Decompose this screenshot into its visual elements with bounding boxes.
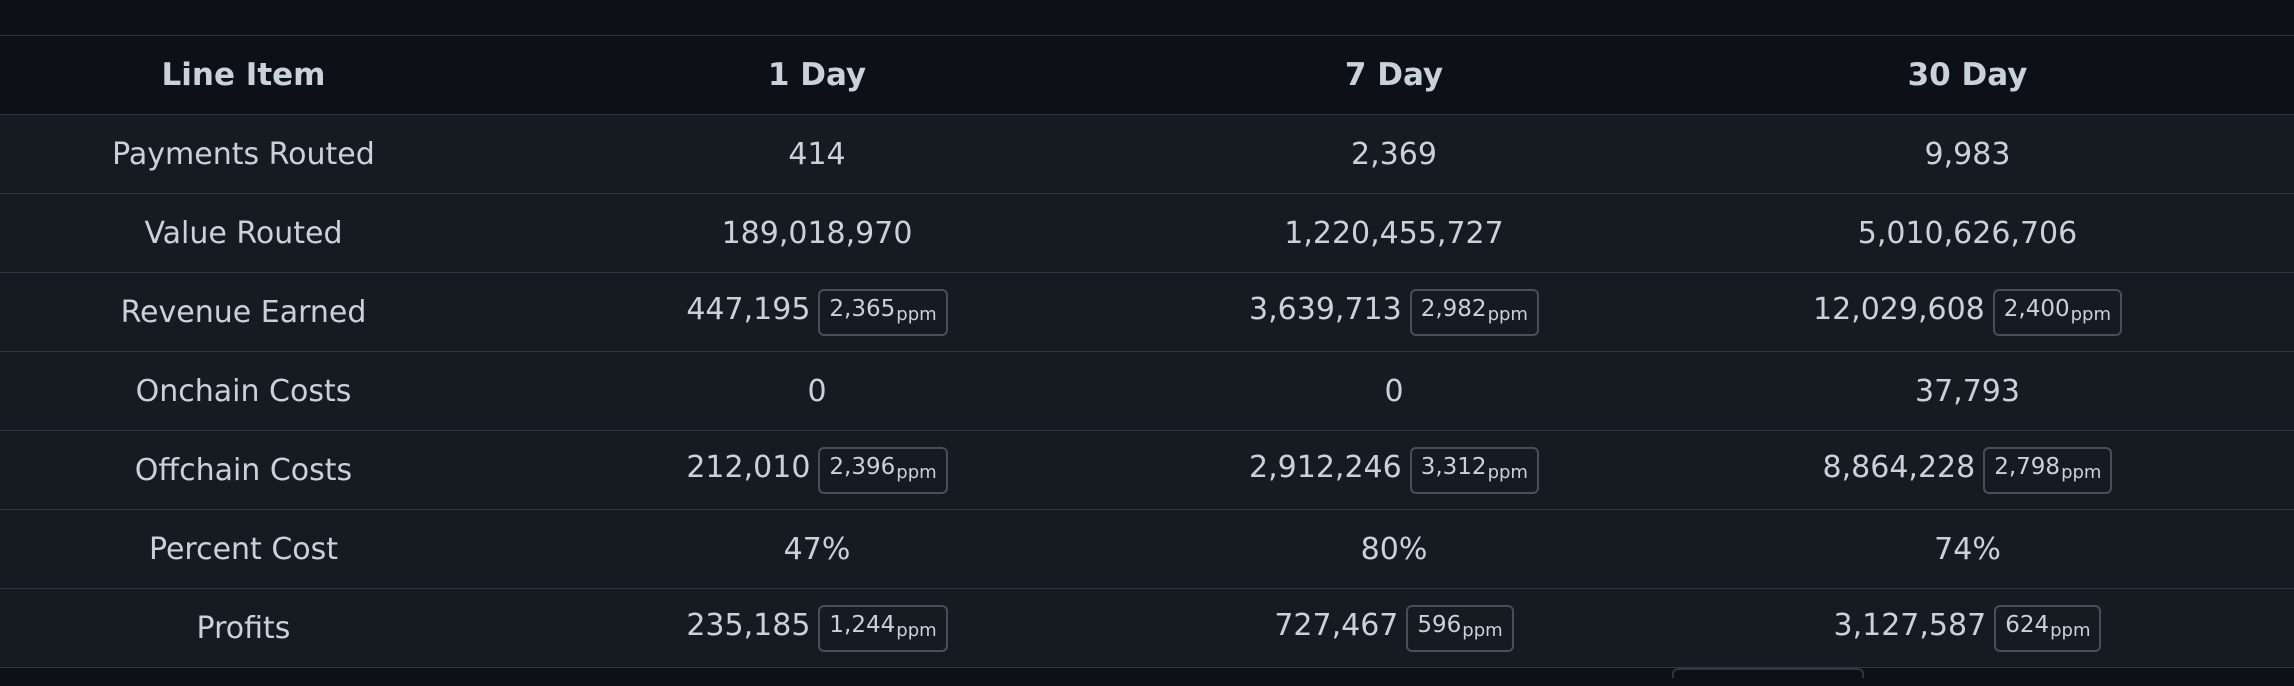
partial-element-edge bbox=[1672, 668, 1864, 678]
cell-value: 235,185 bbox=[686, 607, 811, 643]
ppm-unit: ppm bbox=[2070, 303, 2112, 325]
cell-1-day: 235,185 1,244ppm bbox=[487, 588, 1147, 668]
line-item-label: Percent Cost bbox=[0, 509, 487, 589]
cell-value: 414 bbox=[788, 136, 846, 172]
ppm-unit: ppm bbox=[1462, 619, 1503, 641]
bottom-strip bbox=[0, 668, 2294, 686]
cell-value: 3,639,713 bbox=[1249, 291, 1402, 327]
cell-30-day: 9,983 bbox=[1641, 114, 2294, 194]
top-strip bbox=[0, 0, 2294, 36]
cell-value: 1,220,455,727 bbox=[1284, 215, 1504, 251]
cell-value: 47% bbox=[783, 531, 851, 567]
ppm-value: 1,244 bbox=[829, 611, 896, 638]
cell-30-day: 3,127,587 624ppm bbox=[1641, 588, 2294, 668]
ppm-badge: 2,365ppm bbox=[818, 288, 948, 336]
table-header: Line Item 1 Day 7 Day 30 Day bbox=[0, 36, 2294, 115]
cell-30-day: 8,864,228 2,798ppm bbox=[1641, 430, 2294, 510]
line-item-label: Value Routed bbox=[0, 193, 487, 273]
cell-1-day: 189,018,970 bbox=[487, 193, 1147, 273]
cell-value: 0 bbox=[807, 373, 827, 409]
cell-value: 212,010 bbox=[686, 449, 811, 485]
ppm-badge: 624ppm bbox=[1994, 604, 2102, 652]
header-7-day: 7 Day bbox=[1147, 36, 1641, 115]
cell-value: 8,864,228 bbox=[1822, 449, 1976, 485]
ppm-unit: ppm bbox=[896, 461, 937, 483]
header-line-item: Line Item bbox=[0, 36, 487, 115]
ppm-badge: 1,244ppm bbox=[818, 604, 948, 652]
cell-value: 2,912,246 bbox=[1249, 449, 1402, 485]
cell-value: 2,369 bbox=[1351, 136, 1437, 172]
ppm-value: 2,982 bbox=[1420, 295, 1487, 322]
ppm-value: 596 bbox=[1417, 611, 1462, 638]
cell-1-day: 47% bbox=[487, 509, 1147, 589]
ppm-badge: 2,400ppm bbox=[1992, 288, 2123, 336]
cell-7-day: 0 bbox=[1147, 351, 1641, 431]
line-item-label: Onchain Costs bbox=[0, 351, 487, 431]
line-item-label: Offchain Costs bbox=[0, 430, 487, 510]
table-body: Payments Routed 414 2,369 9,983 Value Routed… bbox=[0, 114, 2294, 668]
ppm-value: 2,798 bbox=[1994, 453, 2061, 480]
cell-30-day: 5,010,626,706 bbox=[1641, 193, 2294, 273]
cell-30-day: 37,793 bbox=[1641, 351, 2294, 431]
cell-value: 0 bbox=[1384, 373, 1404, 409]
ppm-badge: 2,798ppm bbox=[1983, 446, 2113, 494]
table-row: Offchain Costs 212,010 2,396ppm 2,912,246 3,… bbox=[0, 430, 2294, 510]
table-row: Value Routed 189,018,970 1,220,455,727 5,01… bbox=[0, 193, 2294, 273]
header-30-day: 30 Day bbox=[1641, 36, 2294, 115]
cell-value: 189,018,970 bbox=[721, 215, 913, 251]
cell-value: 12,029,608 bbox=[1812, 291, 1985, 327]
ppm-badge: 596ppm bbox=[1406, 604, 1514, 652]
cell-30-day: 74% bbox=[1641, 509, 2294, 589]
ppm-unit: ppm bbox=[2050, 619, 2091, 641]
cell-value: 80% bbox=[1360, 531, 1428, 567]
header-row: Line Item 1 Day 7 Day 30 Day bbox=[0, 36, 2294, 115]
line-item-label: Revenue Earned bbox=[0, 272, 487, 352]
cell-7-day: 80% bbox=[1147, 509, 1641, 589]
ppm-unit: ppm bbox=[2061, 461, 2102, 483]
ppm-badge: 3,312ppm bbox=[1409, 446, 1539, 494]
cell-value: 727,467 bbox=[1274, 607, 1399, 643]
cell-1-day: 447,195 2,365ppm bbox=[487, 272, 1147, 352]
cell-value: 37,793 bbox=[1915, 373, 2020, 409]
ppm-unit: ppm bbox=[1487, 461, 1528, 483]
ppm-badge: 2,982ppm bbox=[1409, 288, 1539, 336]
ppm-value: 624 bbox=[2005, 611, 2050, 638]
ppm-unit: ppm bbox=[896, 619, 937, 641]
ppm-value: 2,400 bbox=[2003, 295, 2070, 322]
table-row: Percent Cost 47% 80% 74% bbox=[0, 509, 2294, 589]
ppm-badge: 2,396ppm bbox=[818, 446, 948, 494]
cell-7-day: 2,912,246 3,312ppm bbox=[1147, 430, 1641, 510]
cell-1-day: 212,010 2,396ppm bbox=[487, 430, 1147, 510]
table-row: Payments Routed 414 2,369 9,983 bbox=[0, 114, 2294, 194]
cell-1-day: 414 bbox=[487, 114, 1147, 194]
cell-30-day: 12,029,608 2,400ppm bbox=[1641, 272, 2294, 352]
cell-value: 74% bbox=[1934, 531, 2001, 567]
cell-7-day: 2,369 bbox=[1147, 114, 1641, 194]
table-row: Revenue Earned 447,195 2,365ppm 3,639,713 2,… bbox=[0, 272, 2294, 352]
ppm-value: 2,396 bbox=[829, 453, 896, 480]
profitability-table: Line Item 1 Day 7 Day 30 Day Payments Ro… bbox=[0, 36, 2294, 668]
ppm-unit: ppm bbox=[896, 303, 937, 325]
table-row: Onchain Costs 0 0 37,793 bbox=[0, 351, 2294, 431]
cell-1-day: 0 bbox=[487, 351, 1147, 431]
ppm-unit: ppm bbox=[1487, 303, 1528, 325]
cell-value: 447,195 bbox=[686, 291, 811, 327]
line-item-label: Profits bbox=[0, 588, 487, 668]
cell-7-day: 1,220,455,727 bbox=[1147, 193, 1641, 273]
cell-value: 5,010,626,706 bbox=[1857, 215, 2078, 251]
cell-value: 9,983 bbox=[1924, 136, 2011, 172]
cell-7-day: 3,639,713 2,982ppm bbox=[1147, 272, 1641, 352]
cell-7-day: 727,467 596ppm bbox=[1147, 588, 1641, 668]
line-item-label: Payments Routed bbox=[0, 114, 487, 194]
header-1-day: 1 Day bbox=[487, 36, 1147, 115]
ppm-value: 2,365 bbox=[829, 295, 896, 322]
cell-value: 3,127,587 bbox=[1833, 607, 1987, 643]
table-row: Profits 235,185 1,244ppm 727,467 596ppm 3,127… bbox=[0, 588, 2294, 668]
ppm-value: 3,312 bbox=[1420, 453, 1487, 480]
